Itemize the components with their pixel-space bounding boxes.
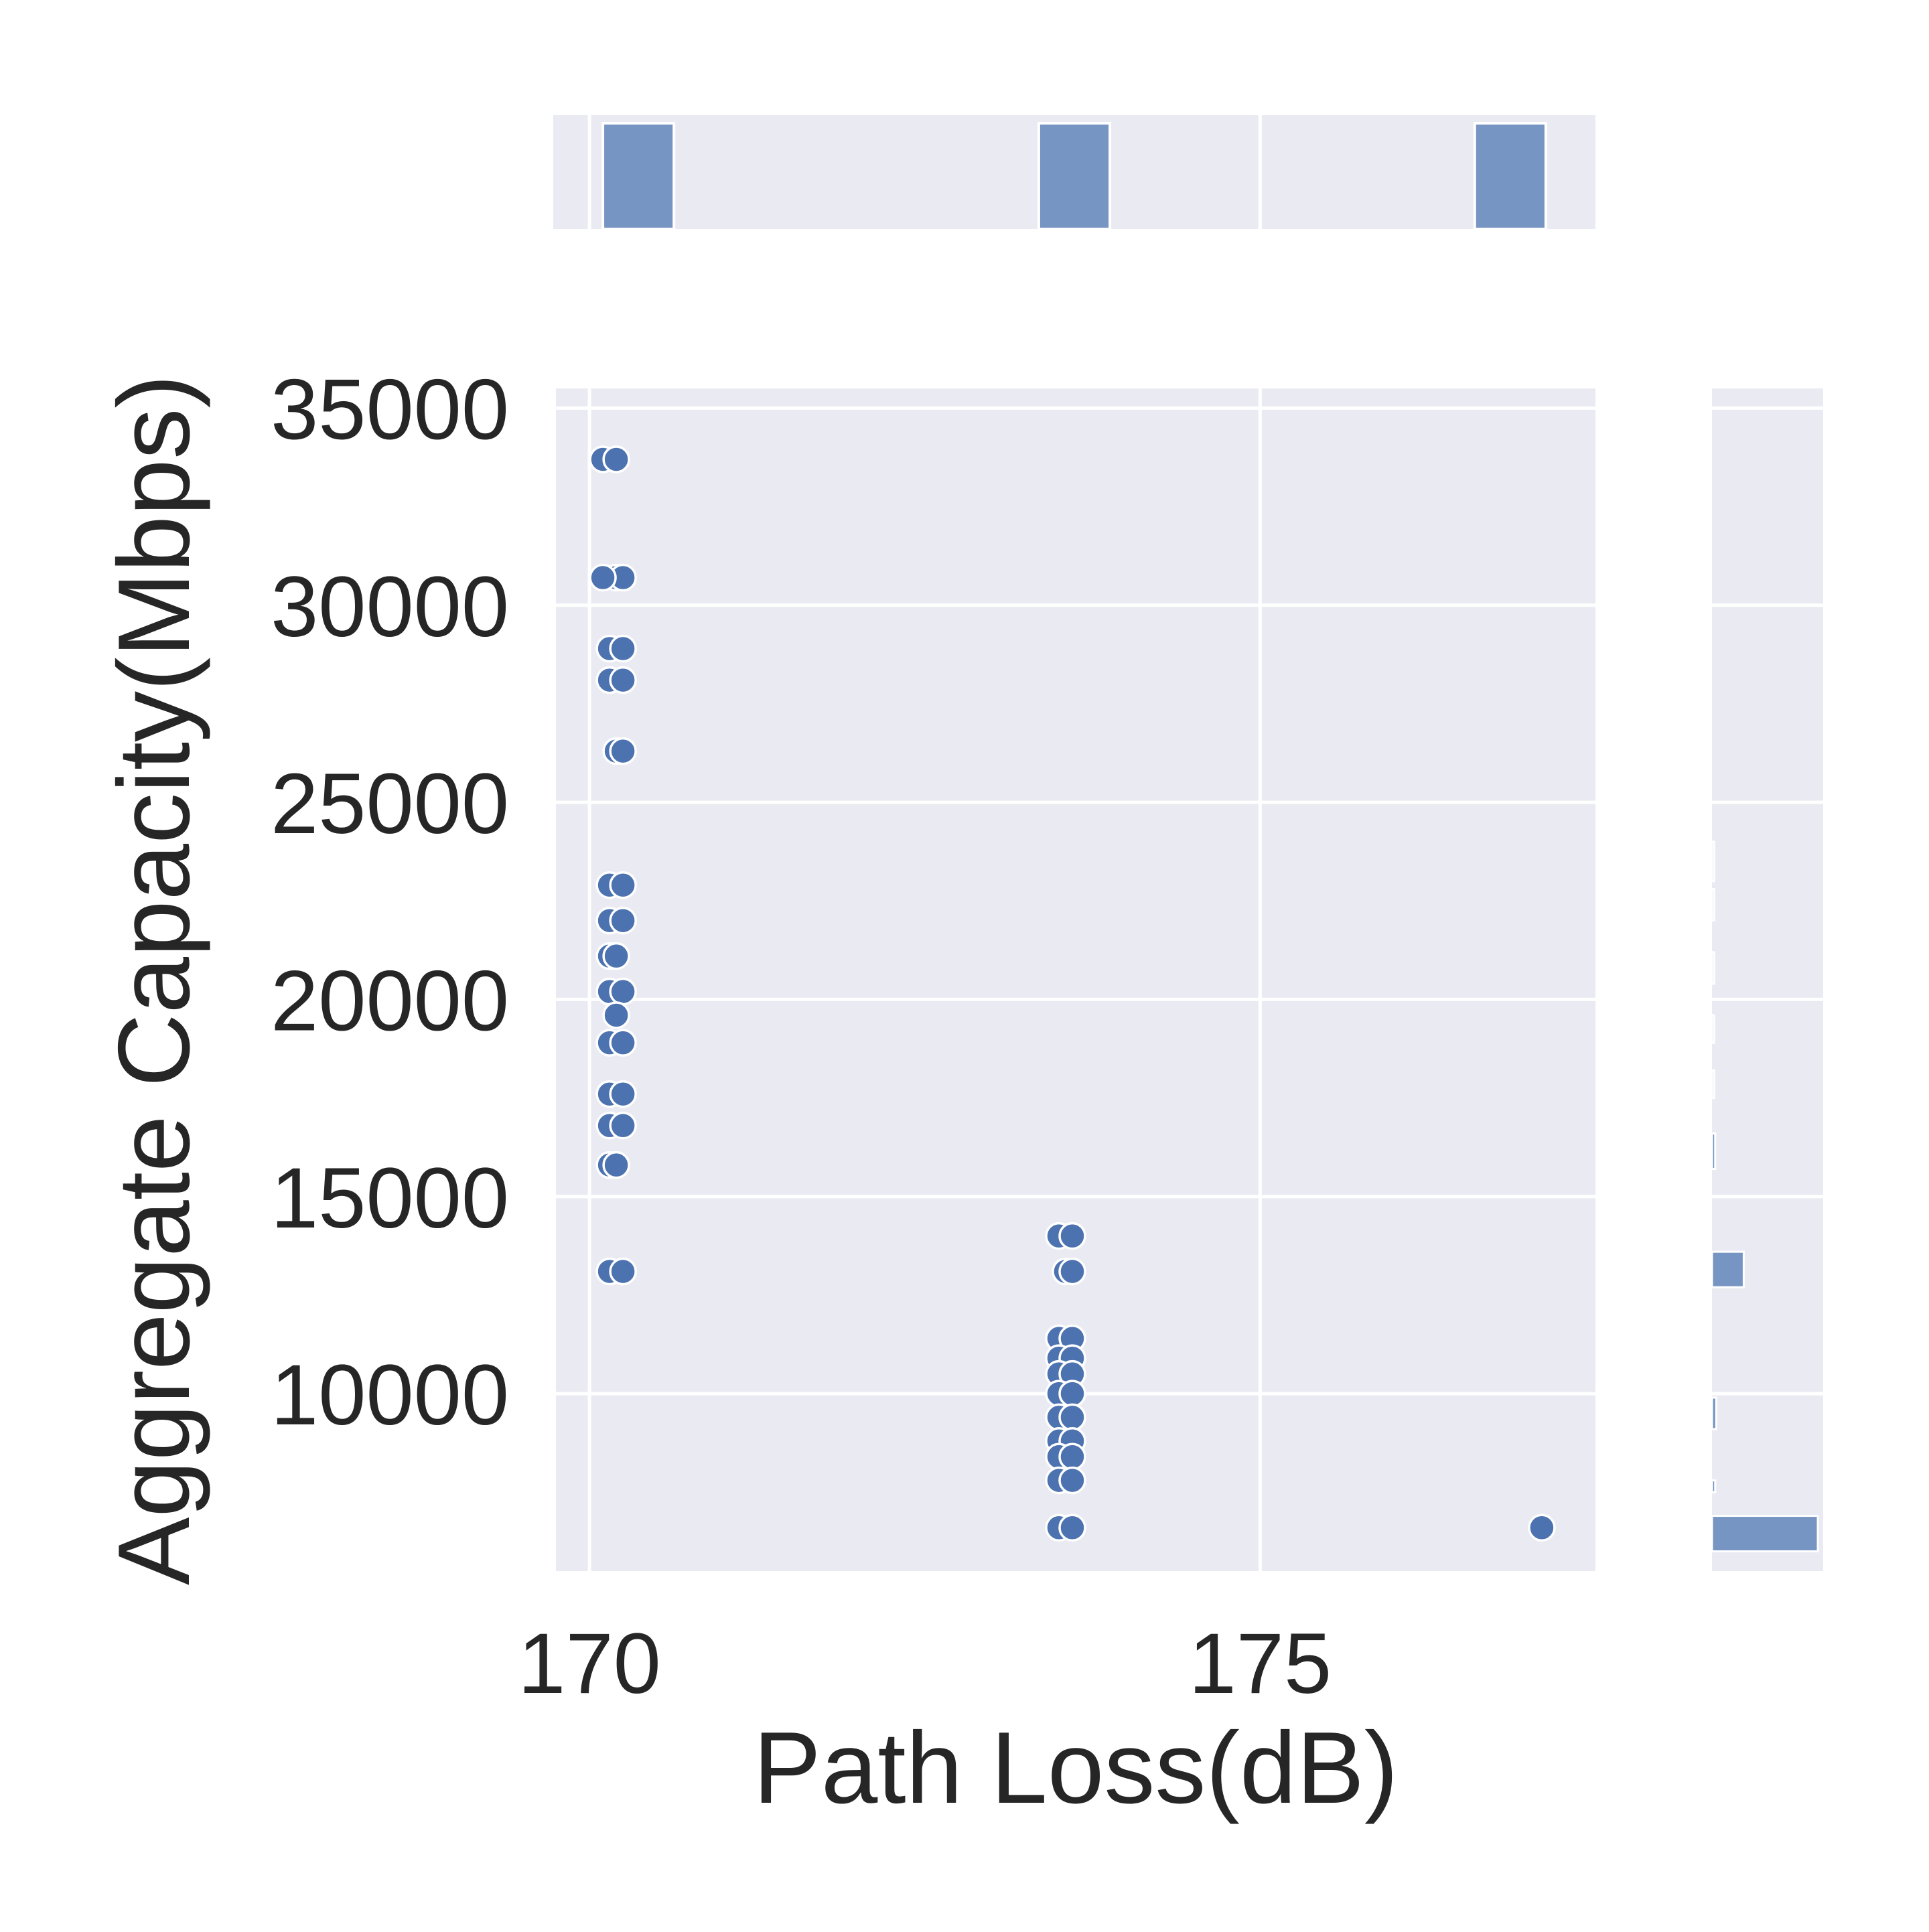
data-point — [609, 737, 637, 765]
scatter-points — [589, 445, 1556, 1542]
top-marginal-grid — [587, 115, 1262, 229]
top-hist-bar — [1473, 122, 1547, 230]
right-hist-bar — [1711, 1515, 1819, 1553]
data-point — [609, 1029, 637, 1057]
right-marginal-background — [1712, 388, 1823, 1571]
right-hist-bar — [1711, 1069, 1715, 1100]
top-hist-bar — [601, 122, 676, 230]
data-point — [1058, 1403, 1086, 1432]
y-tick-label: 30000 — [271, 559, 509, 655]
data-point — [1058, 1513, 1086, 1542]
main-grid — [556, 388, 1595, 1571]
x-tick-label: 175 — [1189, 1616, 1332, 1712]
data-point — [609, 666, 637, 694]
data-point — [1058, 1257, 1086, 1286]
top-hist-bar — [1037, 122, 1112, 230]
right-hist-bar — [1711, 1479, 1717, 1493]
x-tick-labels: 170 175 — [518, 1616, 1332, 1712]
data-point — [602, 1150, 630, 1179]
right-hist-bar — [1711, 840, 1715, 883]
right-hist-bar — [1711, 951, 1715, 985]
right-hist-bar — [1711, 1396, 1717, 1430]
y-tick-labels: 10000 15000 20000 25000 30000 35000 — [271, 362, 509, 1443]
data-point — [609, 1080, 637, 1108]
data-point — [602, 1001, 630, 1029]
right-hist-bar — [1711, 1250, 1745, 1288]
x-tick-label: 170 — [518, 1616, 661, 1712]
right-marginal-histogram — [1711, 840, 1819, 1553]
data-point — [1058, 1466, 1086, 1495]
data-point — [609, 871, 637, 899]
data-point — [609, 1112, 637, 1140]
data-point — [609, 634, 637, 663]
y-tick-label: 20000 — [271, 953, 509, 1049]
data-point — [1058, 1221, 1086, 1250]
top-marginal-histogram — [601, 122, 1547, 230]
data-point — [609, 977, 637, 1006]
right-hist-bar — [1711, 888, 1715, 922]
y-tick-label: 35000 — [271, 362, 509, 457]
y-tick-label: 15000 — [271, 1150, 509, 1246]
data-point — [589, 563, 617, 592]
right-marginal-grid — [1712, 406, 1823, 1396]
data-point — [1528, 1513, 1556, 1542]
data-point — [1058, 1380, 1086, 1408]
data-point — [602, 942, 630, 970]
y-tick-label: 10000 — [271, 1347, 509, 1443]
right-hist-bar — [1711, 1014, 1715, 1044]
y-tick-label: 25000 — [271, 756, 509, 852]
data-point — [609, 906, 637, 935]
x-axis-label: Path Loss(dB) — [753, 1711, 1398, 1825]
data-point — [609, 1257, 637, 1286]
data-point — [602, 445, 630, 473]
right-hist-bar — [1711, 1132, 1717, 1171]
data-point — [1058, 1442, 1086, 1471]
y-axis-label: Aggregate Capacity(Mbps) — [97, 374, 211, 1585]
